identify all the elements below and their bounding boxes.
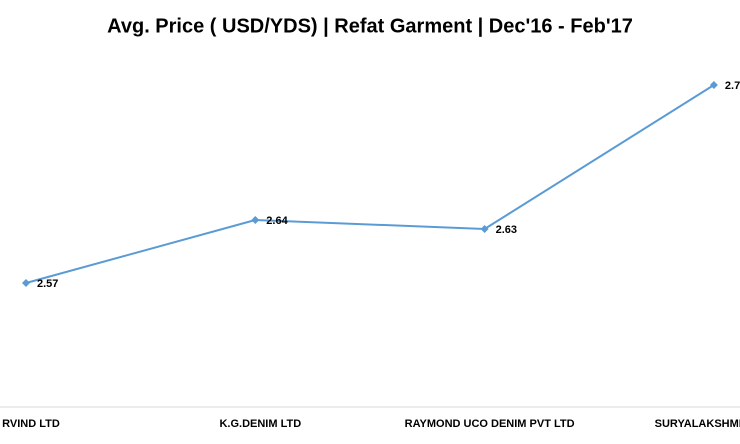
line: [25, 84, 715, 284]
value-label: 2.63: [496, 224, 517, 236]
chart-title: Avg. Price ( USD/YDS) | Refat Garment | …: [107, 15, 633, 37]
marker: [480, 225, 489, 233]
x-tick-label: K.G.DENIM LTD: [219, 418, 301, 430]
value-label: 2.79: [725, 80, 740, 92]
value-label: 2.64: [266, 215, 288, 227]
marker: [709, 81, 718, 89]
marker: [251, 216, 260, 224]
x-tick-label: RAYMOND UCO DENIM PVT LTD: [405, 418, 575, 430]
value-label: 2.57: [37, 278, 58, 290]
x-tick-label: SURYALAKSHMI COTTO: [655, 418, 740, 430]
x-tick-label: RVIND LTD: [2, 418, 60, 430]
marker: [22, 279, 30, 287]
